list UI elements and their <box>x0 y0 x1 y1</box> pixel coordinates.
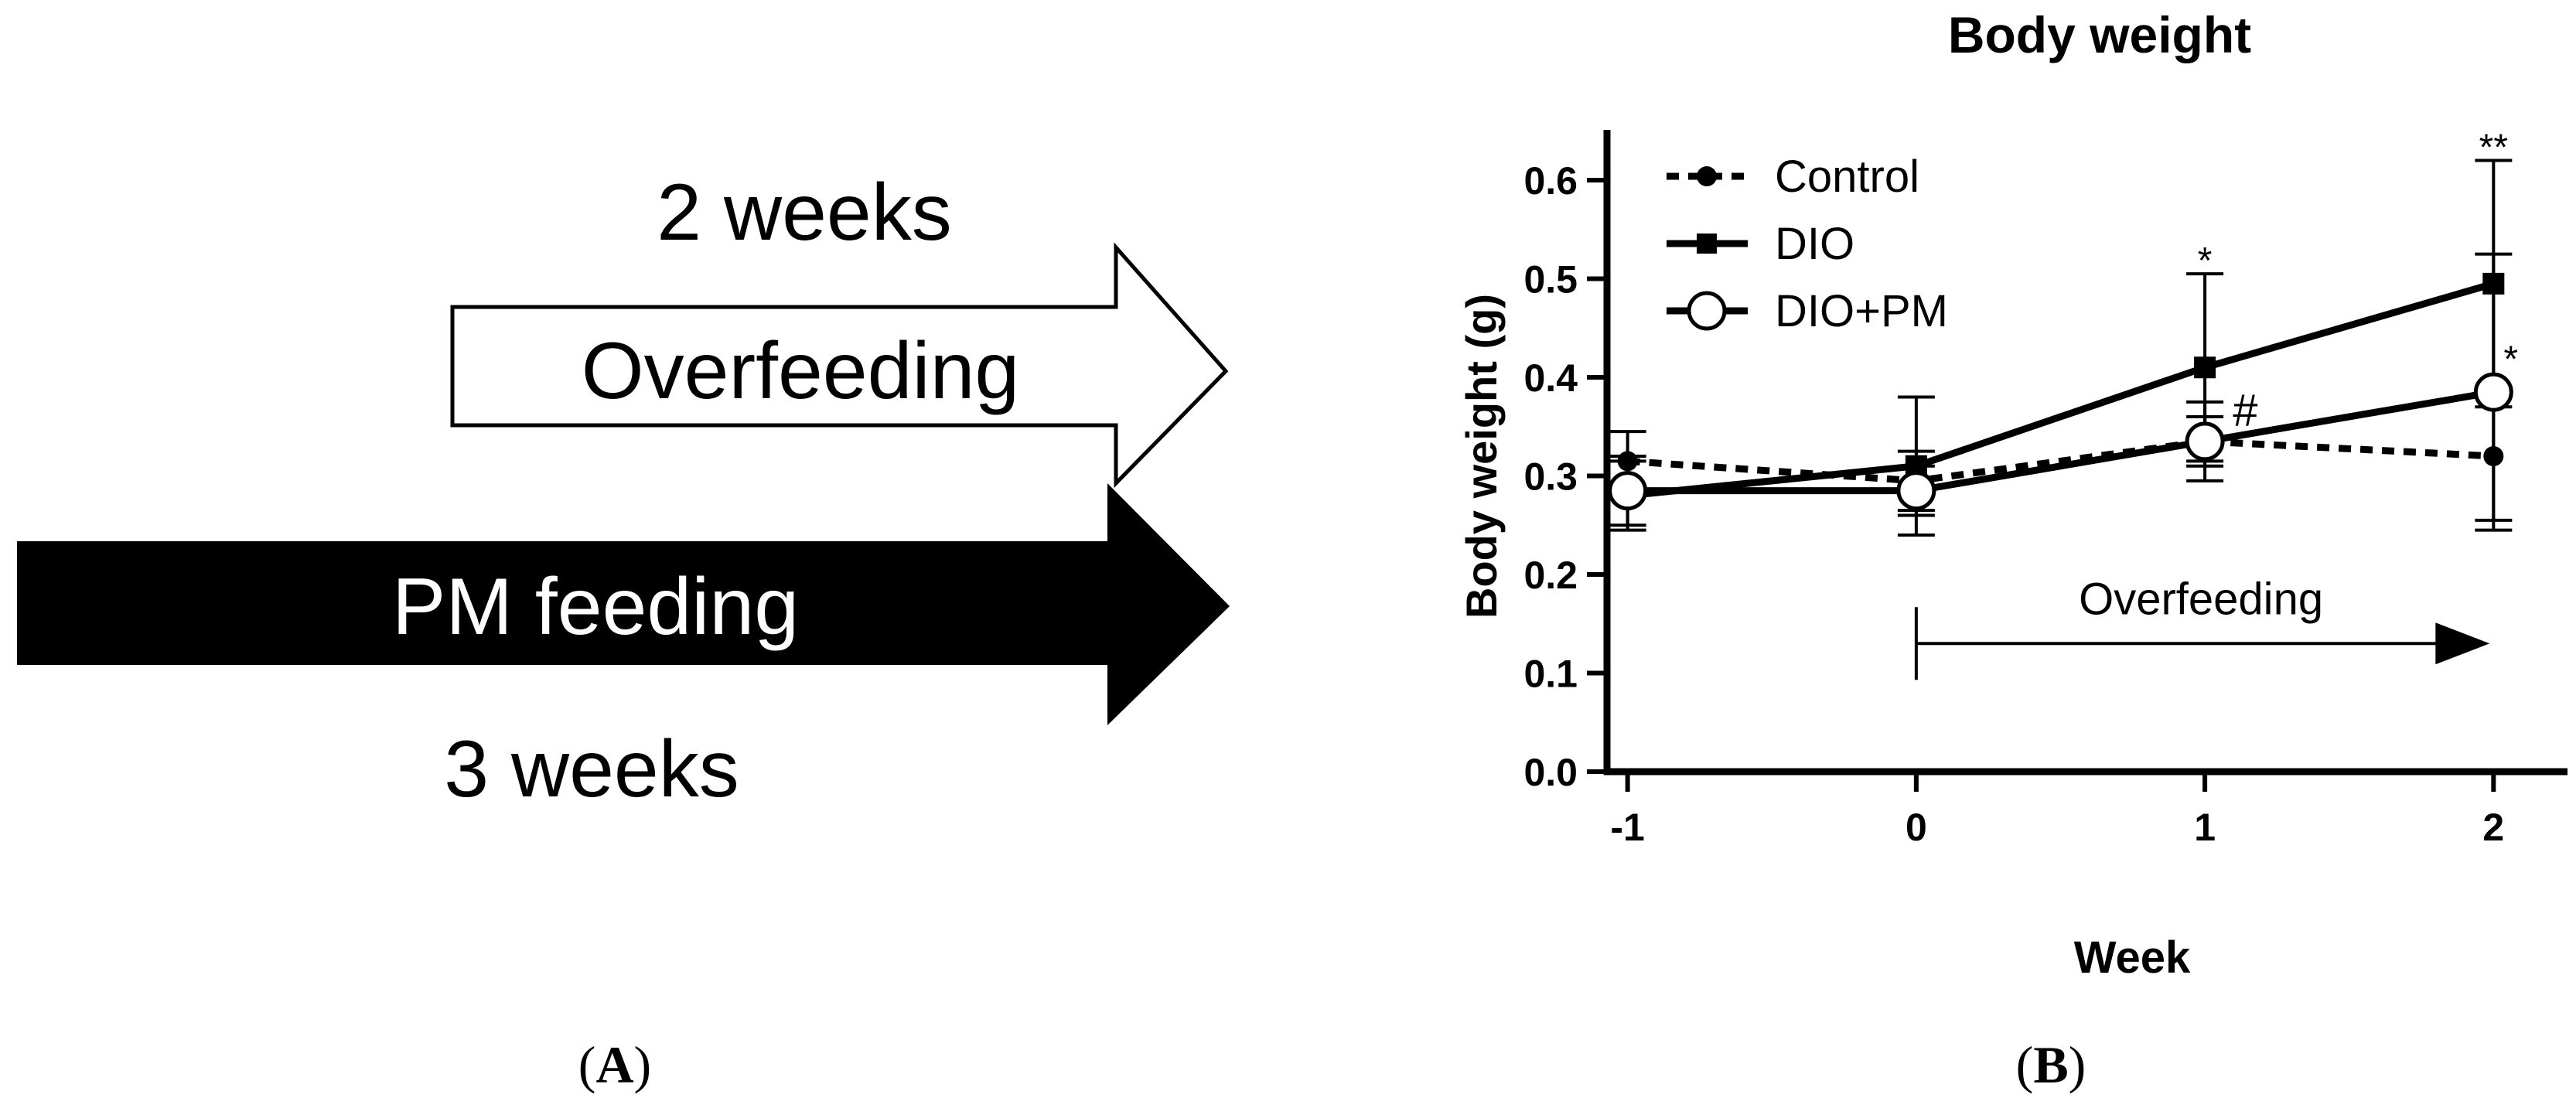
panel-b-letter: B <box>2033 1035 2068 1094</box>
panel-a-open-paren: ( <box>578 1035 596 1094</box>
y-tick-label: 0.6 <box>1523 159 1578 203</box>
y-tick-label: 0.0 <box>1523 751 1578 794</box>
panel-a-close-paren: ) <box>634 1035 652 1094</box>
legend-dio-pm-label: DIO+PM <box>1775 286 1948 336</box>
y-axis-ticks: 0.0 0.1 0.2 0.3 0.4 0.5 0.6 <box>1523 159 1607 794</box>
significance-annotation: ** <box>2479 127 2508 168</box>
data-point <box>2473 372 2513 412</box>
x-axis-ticks: -1 0 1 2 <box>1610 772 2504 849</box>
legend-dio-pm-marker <box>1687 291 1727 331</box>
panel-b-close-paren: ) <box>2069 1035 2086 1094</box>
series-dio <box>1609 159 2513 537</box>
overfeeding-arrow <box>450 242 1229 489</box>
legend-item-dio-pm: DIO+PM <box>1667 286 1948 336</box>
legend-item-control: Control <box>1667 152 1919 202</box>
data-point <box>2194 356 2216 379</box>
overfeeding-period-bar: Overfeeding <box>1914 574 2490 680</box>
pm-feeding-arrow <box>17 483 1230 725</box>
pm-duration-label: 3 weeks <box>444 724 739 814</box>
legend: Control DIO DIO+PM <box>1667 152 1948 336</box>
panel-a: 2 weeks Overfeeding PM feeding 3 weeks (… <box>17 168 1230 1094</box>
pm-feeding-arrow-label: PM feeding <box>392 562 799 652</box>
significance-annotation: # <box>2233 386 2257 436</box>
series-line <box>1627 388 2495 495</box>
x-tick-label: 2 <box>2482 806 2504 849</box>
y-tick-label: 0.4 <box>1523 356 1578 400</box>
x-tick-label: -1 <box>1610 806 1644 849</box>
overfeeding-duration-label: 2 weeks <box>657 168 952 257</box>
x-tick-label: 0 <box>1906 806 1927 849</box>
series-line <box>1627 438 2494 485</box>
legend-item-dio: DIO <box>1667 219 1854 269</box>
series-layer <box>1608 159 2513 537</box>
legend-control-label: Control <box>1775 152 1919 202</box>
y-tick-label: 0.1 <box>1523 653 1578 696</box>
significance-annotation: * <box>2198 240 2213 281</box>
panel-a-label: (A) <box>578 1035 651 1094</box>
x-tick-label: 1 <box>2194 806 2216 849</box>
series-dio-pm <box>1608 252 2513 532</box>
data-point <box>1896 471 1936 511</box>
x-axis-label: Week <box>2074 932 2191 983</box>
y-tick-label: 0.5 <box>1523 258 1578 302</box>
panel-a-letter: A <box>595 1035 633 1094</box>
panel-b-label: (B) <box>2016 1035 2086 1094</box>
panel-b: Body weight Body weight (g) Week 0.00.10… <box>1457 6 2567 1094</box>
panel-b-open-paren: ( <box>2016 1035 2034 1094</box>
overfeeding-arrow-label: Overfeeding <box>582 326 1020 416</box>
data-point <box>1608 471 1648 511</box>
annotation-layer: ****# <box>2198 127 2518 435</box>
legend-control-marker <box>1697 166 1717 186</box>
y-tick-label: 0.2 <box>1523 554 1578 597</box>
period-arrowhead <box>2435 622 2490 665</box>
significance-annotation: * <box>2503 339 2518 380</box>
legend-dio-label: DIO <box>1775 219 1854 269</box>
chart-title: Body weight <box>1948 6 2251 63</box>
series-line <box>1627 280 2495 499</box>
y-tick-label: 0.3 <box>1523 455 1578 499</box>
period-label: Overfeeding <box>2079 574 2323 624</box>
y-axis-label: Body weight (g) <box>1457 294 1506 619</box>
legend-dio-marker <box>1697 234 1717 254</box>
data-point <box>2185 421 2225 462</box>
